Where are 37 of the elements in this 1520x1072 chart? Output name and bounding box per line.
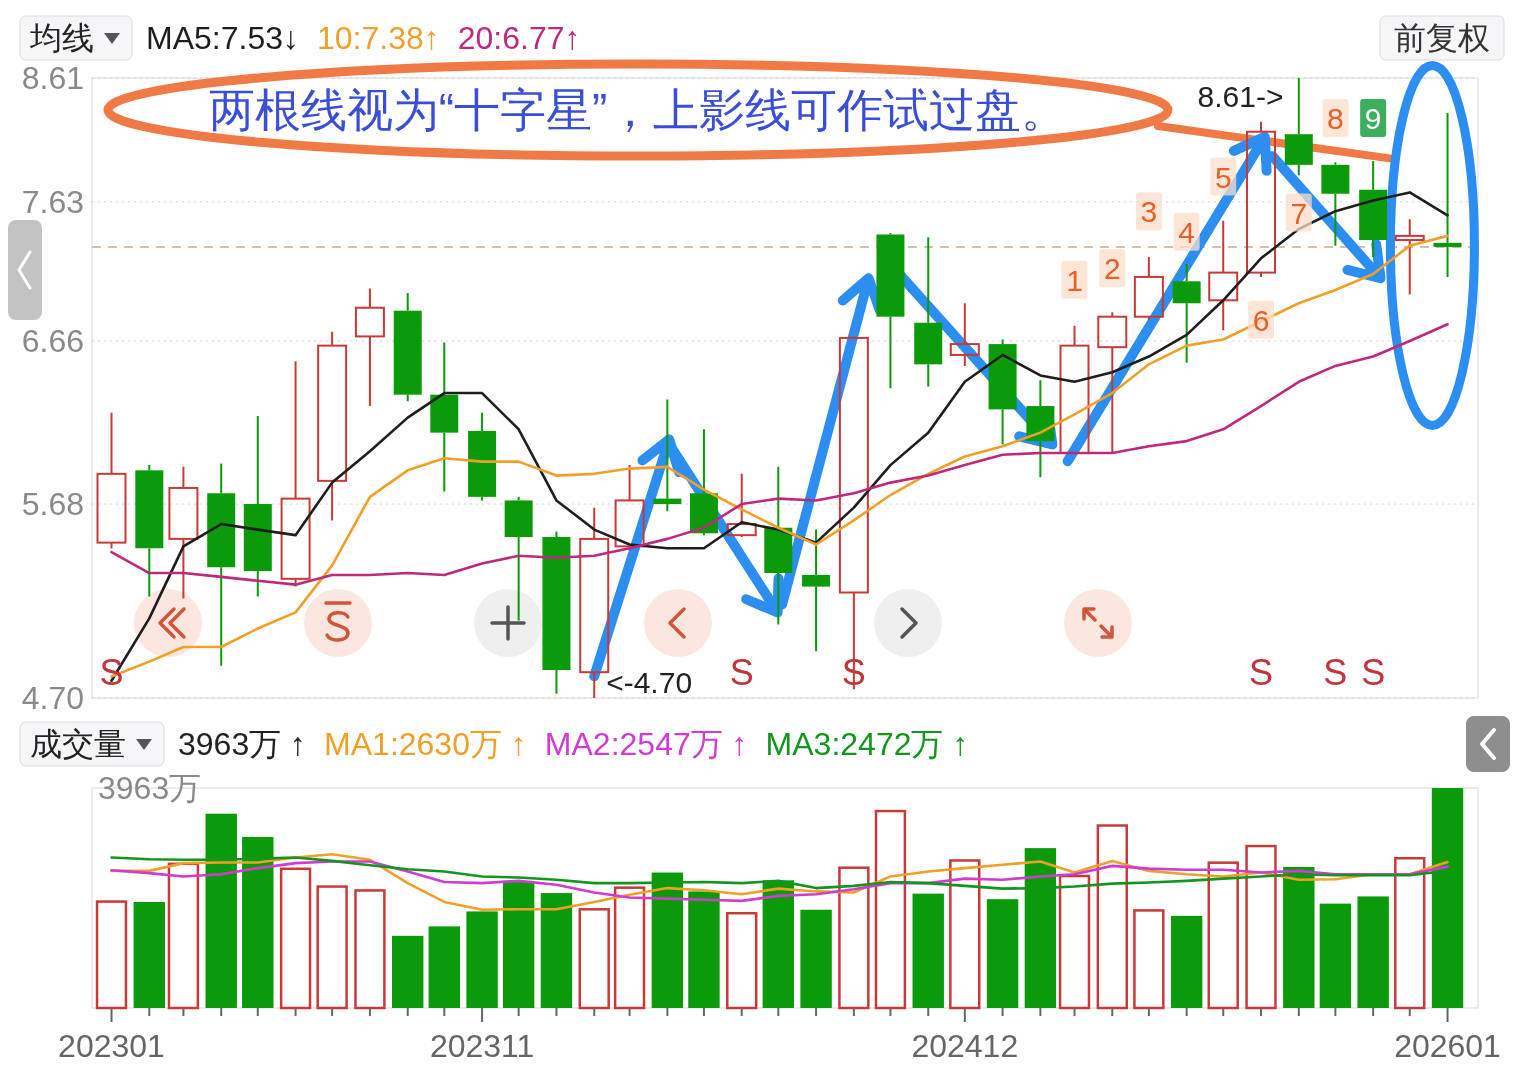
text: 20:6.77↑ bbox=[457, 20, 581, 56]
text: MA5:7.53↓ bbox=[146, 20, 299, 56]
annotation: 7 bbox=[1290, 196, 1308, 230]
y-tick-label: 8.61 bbox=[21, 60, 84, 96]
x-tick-label: 202301 bbox=[58, 1028, 165, 1064]
x-tick-label: 202311 bbox=[429, 1028, 535, 1064]
y-tick-label: 7.63 bbox=[21, 183, 84, 220]
y-tick-label: 3963万 bbox=[98, 770, 202, 806]
text: MA1:2630万 ↑ bbox=[324, 726, 527, 762]
annotation: 两根线视为“十字星”，上影线可作试过盘。 bbox=[208, 84, 1068, 136]
y-tick-label: 4.70 bbox=[21, 680, 84, 716]
x-tick-label: 202601 bbox=[1394, 1028, 1501, 1064]
annotation: 1 bbox=[1066, 263, 1083, 297]
annotation: 9 bbox=[1364, 101, 1382, 135]
annotation: S bbox=[1249, 651, 1274, 693]
annotation: S bbox=[1323, 651, 1348, 693]
text: MA3:2472万 ↑ bbox=[765, 726, 969, 762]
annotation: <-4.70 bbox=[606, 665, 693, 699]
button: 前复权 bbox=[1379, 15, 1505, 61]
dropdown-button: 成交量 bbox=[19, 721, 165, 767]
y-tick-label: 5.68 bbox=[21, 486, 84, 523]
annotation: 8 bbox=[1327, 101, 1344, 135]
text: MA2:2547万 ↑ bbox=[544, 726, 748, 762]
annotation: S bbox=[729, 651, 754, 693]
text: 10:7.38↑ bbox=[316, 20, 440, 56]
annotation: S bbox=[1361, 651, 1386, 693]
y-tick-label: 6.66 bbox=[21, 323, 84, 360]
annotation: 8.61-> bbox=[1197, 79, 1284, 113]
annotation: 3 bbox=[1140, 194, 1158, 228]
annotation: 5 bbox=[1214, 160, 1232, 194]
legend-title: 均线 bbox=[29, 20, 94, 56]
annotation: 4 bbox=[1178, 215, 1195, 249]
annotation: 2 bbox=[1103, 251, 1121, 285]
dropdown-button: 均线 bbox=[19, 15, 133, 61]
legend-title: 成交量 bbox=[30, 726, 126, 762]
x-tick-label: 202412 bbox=[911, 1028, 1019, 1064]
text: 3963万 ↑ bbox=[178, 726, 307, 762]
